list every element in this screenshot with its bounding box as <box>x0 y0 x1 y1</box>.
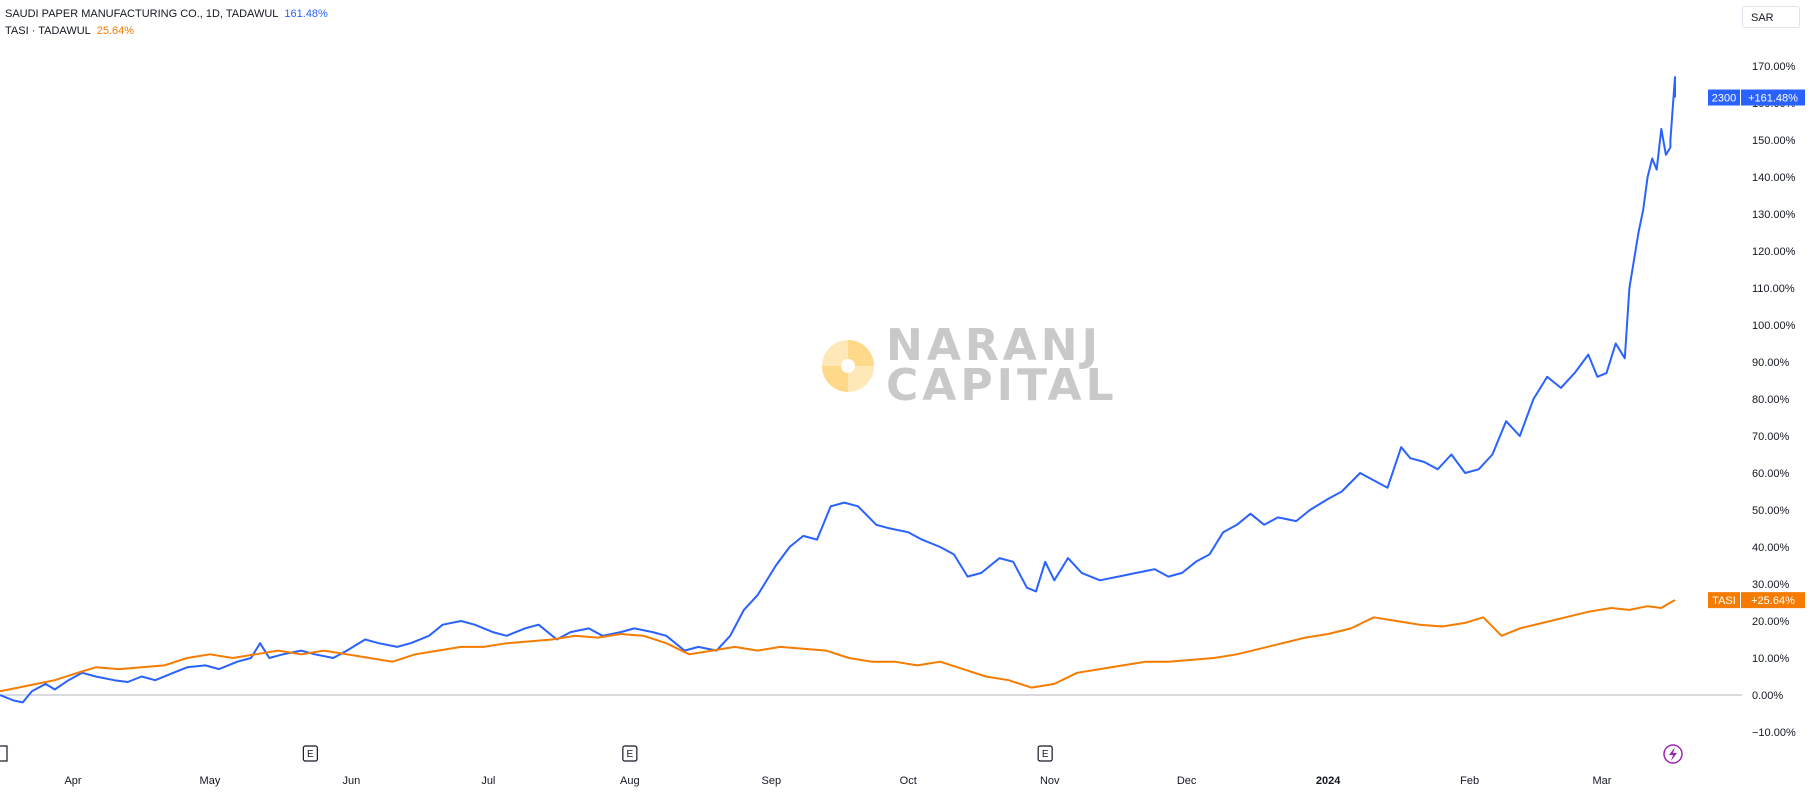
x-axis[interactable]: Apr May Jun Jul Aug Sep Oct Nov Dec 2024 Feb Mar <box>64 775 1611 787</box>
price-tags: 2300 +161.48% TASI +25.64% <box>1708 89 1805 609</box>
event-marker-label: E <box>1042 749 1049 760</box>
y-tick-label: 90.00% <box>1752 357 1790 369</box>
y-tick-label: 140.00% <box>1752 172 1796 184</box>
price-tag: 2300 +161.48% <box>1708 89 1805 106</box>
y-tick-label: 60.00% <box>1752 468 1790 480</box>
x-tick-label: Jun <box>343 775 361 787</box>
event-marker[interactable]: E <box>1037 745 1053 762</box>
currency-selector[interactable]: SAR <box>1742 6 1800 28</box>
x-tick-label: Nov <box>1040 775 1060 787</box>
watermark: NARANJ CAPITAL <box>822 320 1118 411</box>
series-line-2 <box>0 599 1676 693</box>
x-tick-label: Sep <box>762 775 782 787</box>
price-tag-value: +25.64% <box>1751 595 1795 607</box>
y-tick-label: 40.00% <box>1752 542 1790 554</box>
y-tick-label: 120.00% <box>1752 246 1796 258</box>
y-axis[interactable]: 170.00%160.00%150.00%140.00%130.00%120.0… <box>1752 61 1796 739</box>
legend-series1-value: 161.48% <box>284 8 328 20</box>
watermark-line2: CAPITAL <box>886 360 1118 411</box>
y-tick-label: 150.00% <box>1752 135 1796 147</box>
y-tick-label: 80.00% <box>1752 394 1790 406</box>
watermark-logo-icon <box>822 340 874 392</box>
y-tick-label: −10.00% <box>1752 727 1796 739</box>
y-tick-label: 130.00% <box>1752 209 1796 221</box>
price-tag-value: +161.48% <box>1748 93 1798 105</box>
series-lines <box>0 76 1676 704</box>
watermark-line1: NARANJ <box>886 320 1102 371</box>
x-tick-label: Aug <box>620 775 640 787</box>
y-tick-label: 170.00% <box>1752 61 1796 73</box>
legend-series1: SAUDI PAPER MANUFACTURING CO., 1D, TADAW… <box>5 8 328 20</box>
legend-series2-label: TASI · TADAWUL <box>5 25 91 37</box>
y-tick-label: 30.00% <box>1752 579 1790 591</box>
x-tick-label: Feb <box>1460 775 1479 787</box>
legend-series2: TASI · TADAWUL 25.64% <box>5 25 134 37</box>
y-tick-label: 0.00% <box>1752 690 1783 702</box>
y-tick-label: 110.00% <box>1752 283 1795 295</box>
x-tick-label: Mar <box>1592 775 1611 787</box>
y-tick-label: 100.00% <box>1752 320 1796 332</box>
y-tick-label: 50.00% <box>1752 505 1790 517</box>
event-marker-label: E <box>307 749 314 760</box>
x-tick-label: Apr <box>64 775 81 787</box>
legend-series1-label: SAUDI PAPER MANUFACTURING CO., 1D, TADAW… <box>5 8 279 20</box>
y-tick-label: 20.00% <box>1752 616 1790 628</box>
x-tick-label: Oct <box>900 775 917 787</box>
x-tick-label: Dec <box>1177 775 1197 787</box>
price-tag-label: 2300 <box>1712 93 1736 105</box>
series-line-1 <box>0 76 1676 704</box>
event-marker[interactable]: E <box>302 745 318 762</box>
x-tick-label: 2024 <box>1316 775 1341 787</box>
price-tag: TASI +25.64% <box>1708 592 1805 609</box>
event-marker[interactable]: E <box>622 745 638 762</box>
y-tick-label: 10.00% <box>1752 653 1790 665</box>
lightning-icon[interactable] <box>1663 744 1683 764</box>
event-marker-edge <box>0 745 8 762</box>
price-tag-label: TASI <box>1712 595 1736 607</box>
event-marker-label: E <box>627 749 634 760</box>
x-tick-label: May <box>200 775 221 787</box>
y-tick-label: 70.00% <box>1752 431 1790 443</box>
x-tick-label: Jul <box>481 775 495 787</box>
legend-series2-value: 25.64% <box>96 25 135 37</box>
